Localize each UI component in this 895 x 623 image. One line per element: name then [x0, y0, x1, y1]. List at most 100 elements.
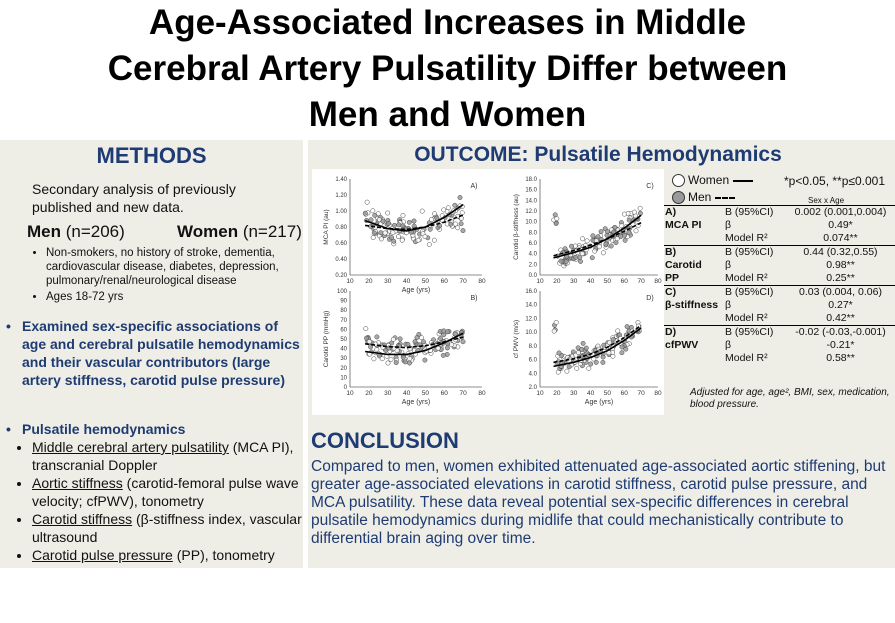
y-tick-label: 90: [340, 299, 347, 305]
measure-detail: (β-stiffness index, vascular ultrasound: [32, 511, 302, 545]
panel-label: D): [646, 295, 653, 302]
scatter-plots: 0.20 0.40 0.60 0.80 1.00 1.20 1.40 10 20 30 40 50 60…: [323, 177, 662, 406]
table-row: PP Model R² 0.25**: [664, 272, 895, 286]
stat-term: β: [725, 219, 732, 231]
men-point: [452, 202, 458, 208]
scatter-plot-grid: 0.20 0.40 0.60 0.80 1.00 1.20 1.40 10 20 30 40 50 60…: [312, 169, 664, 415]
stat-term: Model R²: [725, 272, 768, 284]
y-tick-label: 10: [340, 375, 347, 381]
x-tick-label: 50: [604, 278, 612, 285]
men-point: [622, 237, 628, 243]
men-point: [590, 233, 596, 239]
methods-heading: METHODS: [96, 143, 207, 168]
criteria-item: Ages 18-72 yrs: [46, 290, 314, 304]
x-tick-label: 60: [441, 278, 449, 285]
measure-detail: (carotid-femoral pulse wave velocity; cf…: [32, 475, 299, 509]
y-tick-label: 0.80: [335, 225, 347, 231]
adjustment-note: Adjusted for age, age², BMI, sex, medica…: [690, 387, 890, 410]
women-point: [564, 368, 570, 374]
women-point: [551, 328, 557, 334]
hemodynamics-list: Middle cerebral artery pulsatility (MCA …: [20, 438, 312, 564]
women-point: [370, 208, 376, 214]
women-point: [553, 319, 559, 325]
list-item: Carotid pulse pressure (PP), tonometry: [32, 546, 312, 564]
panel-letter: B): [664, 245, 724, 259]
men-point: [411, 218, 417, 224]
stat-value: 0.27*: [828, 299, 853, 311]
men-point: [434, 215, 440, 221]
measure-term: Middle cerebral artery pulsatility: [32, 439, 229, 455]
women-point: [426, 242, 432, 247]
stat-value: 0.44 (0.32,0.55): [786, 245, 895, 259]
women-point: [400, 213, 406, 218]
table-row: B) B (95%CI) 0.44 (0.32,0.55): [664, 245, 895, 259]
men-point: [393, 360, 399, 366]
men-point: [448, 221, 454, 227]
men-point: [603, 241, 609, 247]
men-point: [589, 255, 595, 261]
men-point: [405, 341, 411, 347]
measure-detail: (MCA PI), transcranial Doppler: [32, 439, 294, 473]
women-point: [452, 221, 458, 227]
men-point: [566, 364, 572, 370]
measure-name: MCA PI: [665, 219, 702, 231]
inclusion-criteria: Non-smokers, no history of stroke, demen…: [30, 246, 314, 306]
women-point: [399, 237, 405, 243]
women-point: [382, 230, 388, 236]
men-point: [407, 360, 412, 366]
men-point: [383, 348, 389, 353]
y-tick-label: 18.0: [525, 177, 537, 183]
x-tick-label: 30: [570, 390, 578, 397]
men-point: [378, 230, 384, 236]
women-point: [441, 207, 447, 213]
measure-term: Carotid stiffness: [32, 511, 133, 527]
x-tick-label: 60: [441, 390, 449, 397]
measure-name: PP: [665, 272, 680, 284]
methods-intro: Secondary analysis of previously publish…: [32, 181, 236, 215]
women-point: [580, 236, 586, 242]
x-tick-label: 50: [422, 278, 430, 285]
list-item: Carotid stiffness (β-stiffness index, va…: [32, 510, 312, 546]
y-tick-label: 1.00: [335, 209, 347, 215]
panel-label: C): [646, 183, 653, 190]
measure-name: Carotid: [665, 259, 702, 271]
title-line-3: Men and Women: [308, 95, 587, 134]
women-point: [432, 211, 438, 217]
table-row: cfPWV β -0.21*: [664, 339, 895, 352]
women-point: [390, 336, 396, 342]
stat-term: Model R²: [725, 232, 768, 244]
x-tick-label: 70: [638, 278, 646, 285]
panel-label: B): [471, 295, 478, 302]
women-point: [407, 356, 413, 362]
men-point: [371, 230, 377, 236]
legend-women-label: Women: [688, 173, 730, 187]
men-point: [427, 226, 433, 232]
interaction-stats-table: A) B (95%CI) 0.002 (0.001,0.004) MCA PI …: [664, 205, 895, 365]
aim-text: Examined sex-specific associations of ag…: [22, 318, 300, 388]
women-point: [385, 360, 391, 366]
y-tick-label: 60: [340, 327, 347, 333]
stat-value: 0.58**: [826, 352, 855, 364]
women-point: [388, 356, 394, 362]
title-line-1: Age-Associated Increases in Middle: [148, 3, 747, 42]
men-marker-icon: [672, 191, 685, 205]
table-row: C) B (95%CI) 0.03 (0.004, 0.06): [664, 285, 895, 299]
x-tick-label: 60: [621, 390, 629, 397]
men-point: [610, 337, 616, 342]
methods-panel: [0, 140, 303, 568]
list-item: Middle cerebral artery pulsatility (MCA …: [32, 438, 312, 474]
table-row: Carotid β 0.98**: [664, 259, 895, 272]
poster-title: Age-Associated Increases in Middle Cereb…: [0, 0, 895, 138]
panel-letter: A): [664, 205, 724, 219]
y-tick-label: 0.60: [335, 241, 347, 247]
women-point: [449, 342, 455, 348]
hemodynamics-bullet: • Pulsatile hemodynamics: [6, 420, 302, 438]
women-point: [394, 348, 400, 354]
stat-term: Model R²: [725, 352, 768, 364]
y-tick-label: 4.0: [529, 252, 538, 258]
table-row: Model R² 0.42**: [664, 312, 895, 326]
y-tick-label: 30: [340, 356, 347, 362]
men-point: [438, 336, 444, 342]
x-tick-label: 40: [587, 390, 595, 397]
men-point: [400, 354, 406, 360]
